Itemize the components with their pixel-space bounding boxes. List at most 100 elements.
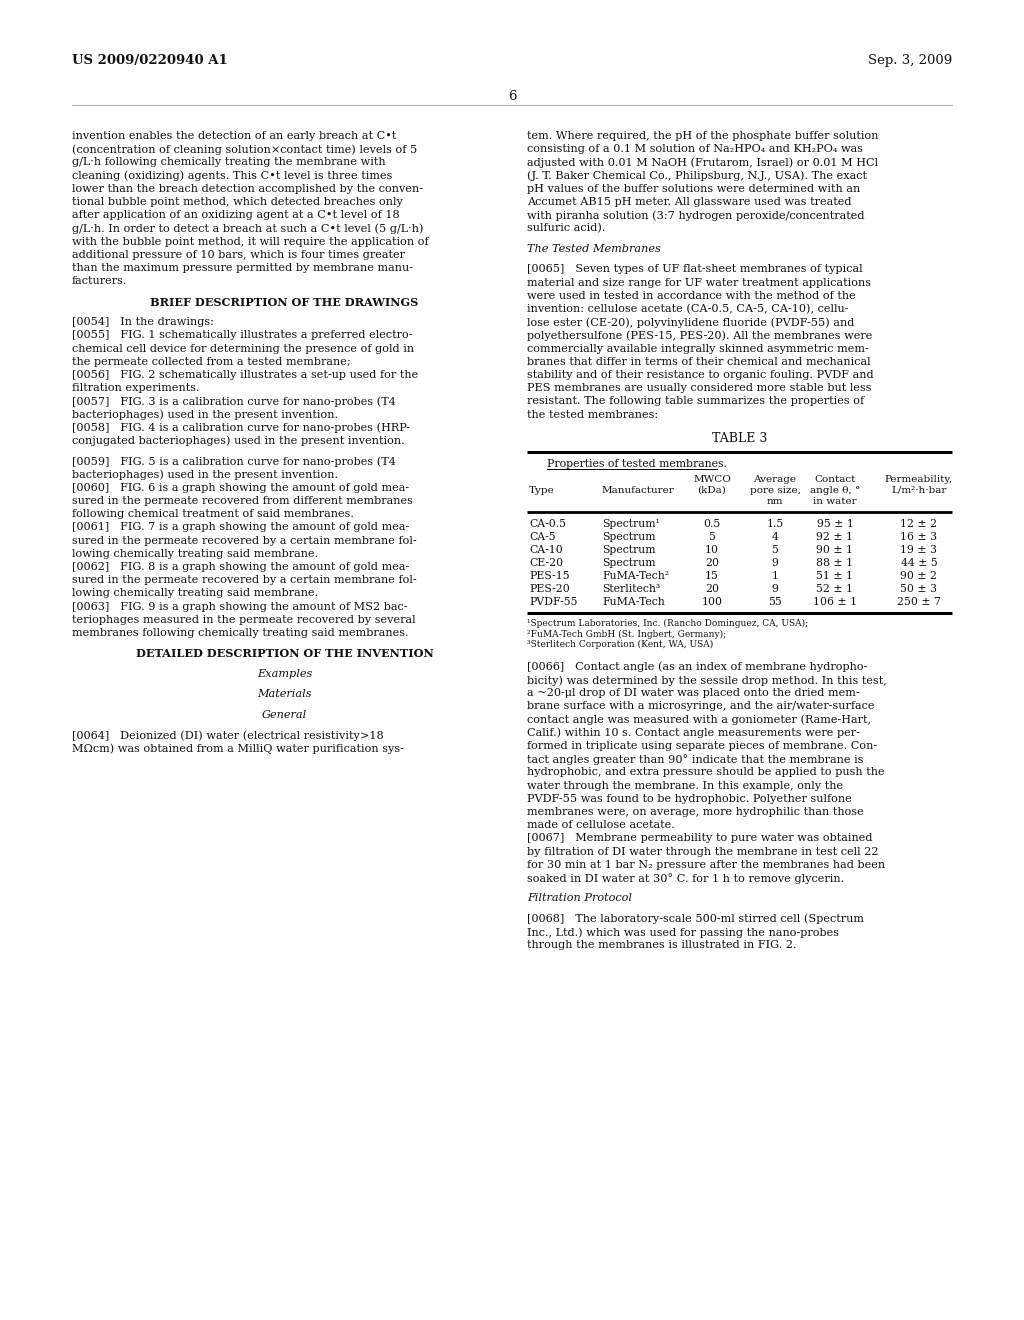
Text: Filtration Protocol: Filtration Protocol	[527, 894, 632, 903]
Text: sulfuric acid).: sulfuric acid).	[527, 223, 605, 234]
Text: 12 ± 2: 12 ± 2	[900, 519, 938, 529]
Text: 0.5: 0.5	[703, 519, 721, 529]
Text: invention: cellulose acetate (CA-0.5, CA-5, CA-10), cellu-: invention: cellulose acetate (CA-0.5, CA…	[527, 304, 849, 314]
Text: CA-0.5: CA-0.5	[529, 519, 566, 529]
Text: L/m²·h·bar: L/m²·h·bar	[891, 486, 946, 495]
Text: [0068]   The laboratory-scale 500-ml stirred cell (Spectrum: [0068] The laboratory-scale 500-ml stirr…	[527, 913, 864, 924]
Text: [0060]   FIG. 6 is a graph showing the amount of gold mea-: [0060] FIG. 6 is a graph showing the amo…	[72, 483, 410, 492]
Text: soaked in DI water at 30° C. for 1 h to remove glycerin.: soaked in DI water at 30° C. for 1 h to …	[527, 873, 844, 884]
Text: hydrophobic, and extra pressure should be applied to push the: hydrophobic, and extra pressure should b…	[527, 767, 885, 777]
Text: lower than the breach detection accomplished by the conven-: lower than the breach detection accompli…	[72, 183, 423, 194]
Text: were used in tested in accordance with the method of the: were used in tested in accordance with t…	[527, 290, 856, 301]
Text: Sep. 3, 2009: Sep. 3, 2009	[867, 54, 952, 67]
Text: [0054]   In the drawings:: [0054] In the drawings:	[72, 317, 214, 327]
Text: g/L·h. In order to detect a breach at such a C•t level (5 g/L·h): g/L·h. In order to detect a breach at su…	[72, 223, 424, 234]
Text: stability and of their resistance to organic fouling. PVDF and: stability and of their resistance to org…	[527, 370, 873, 380]
Text: material and size range for UF water treatment applications: material and size range for UF water tre…	[527, 277, 871, 288]
Text: by filtration of DI water through the membrane in test cell 22: by filtration of DI water through the me…	[527, 846, 879, 857]
Text: the tested membranes:: the tested membranes:	[527, 409, 658, 420]
Text: 51 ± 1: 51 ± 1	[816, 572, 853, 581]
Text: through the membranes is illustrated in FIG. 2.: through the membranes is illustrated in …	[527, 940, 797, 950]
Text: for 30 min at 1 bar N₂ pressure after the membranes had been: for 30 min at 1 bar N₂ pressure after th…	[527, 859, 885, 870]
Text: nm: nm	[767, 496, 783, 506]
Text: 90 ± 1: 90 ± 1	[816, 545, 853, 554]
Text: the permeate collected from a tested membrane;: the permeate collected from a tested mem…	[72, 356, 351, 367]
Text: 1.5: 1.5	[766, 519, 783, 529]
Text: sured in the permeate recovered by a certain membrane fol-: sured in the permeate recovered by a cer…	[72, 536, 417, 545]
Text: 9: 9	[771, 558, 778, 568]
Text: tional bubble point method, which detected breaches only: tional bubble point method, which detect…	[72, 197, 402, 207]
Text: [0064]   Deionized (DI) water (electrical resistivity>18: [0064] Deionized (DI) water (electrical …	[72, 730, 384, 741]
Text: 250 ± 7: 250 ± 7	[897, 597, 941, 607]
Text: membranes following chemically treating said membranes.: membranes following chemically treating …	[72, 628, 409, 638]
Text: (concentration of cleaning solution×contact time) levels of 5: (concentration of cleaning solution×cont…	[72, 144, 417, 154]
Text: 5: 5	[709, 532, 716, 543]
Text: PES-20: PES-20	[529, 583, 569, 594]
Text: 1: 1	[771, 572, 778, 581]
Text: Calif.) within 10 s. Contact angle measurements were per-: Calif.) within 10 s. Contact angle measu…	[527, 727, 860, 738]
Text: MWCO: MWCO	[693, 475, 731, 484]
Text: bacteriophages) used in the present invention.: bacteriophages) used in the present inve…	[72, 409, 338, 420]
Text: CA-5: CA-5	[529, 532, 556, 543]
Text: contact angle was measured with a goniometer (Rame-Hart,: contact angle was measured with a goniom…	[527, 714, 871, 725]
Text: 50 ± 3: 50 ± 3	[900, 583, 938, 594]
Text: [0056]   FIG. 2 schematically illustrates a set-up used for the: [0056] FIG. 2 schematically illustrates …	[72, 370, 418, 380]
Text: Spectrum¹: Spectrum¹	[602, 519, 659, 529]
Text: Examples: Examples	[257, 669, 312, 678]
Text: angle θ, °: angle θ, °	[810, 486, 860, 495]
Text: General: General	[262, 710, 307, 719]
Text: lowing chemically treating said membrane.: lowing chemically treating said membrane…	[72, 549, 318, 558]
Text: in water: in water	[813, 496, 857, 506]
Text: polyethersulfone (PES-15, PES-20). All the membranes were: polyethersulfone (PES-15, PES-20). All t…	[527, 330, 872, 341]
Text: cleaning (oxidizing) agents. This C•t level is three times: cleaning (oxidizing) agents. This C•t le…	[72, 170, 392, 181]
Text: 52 ± 1: 52 ± 1	[816, 583, 853, 594]
Text: US 2009/0220940 A1: US 2009/0220940 A1	[72, 54, 227, 67]
Text: g/L·h following chemically treating the membrane with: g/L·h following chemically treating the …	[72, 157, 386, 168]
Text: Spectrum: Spectrum	[602, 532, 655, 543]
Text: Accumet AB15 pH meter. All glassware used was treated: Accumet AB15 pH meter. All glassware use…	[527, 197, 852, 207]
Text: ³Sterlitech Corporation (Kent, WA, USA): ³Sterlitech Corporation (Kent, WA, USA)	[527, 640, 714, 649]
Text: Spectrum: Spectrum	[602, 558, 655, 568]
Text: adjusted with 0.01 M NaOH (Frutarom, Israel) or 0.01 M HCl: adjusted with 0.01 M NaOH (Frutarom, Isr…	[527, 157, 879, 168]
Text: [0067]   Membrane permeability to pure water was obtained: [0067] Membrane permeability to pure wat…	[527, 833, 872, 843]
Text: [0062]   FIG. 8 is a graph showing the amount of gold mea-: [0062] FIG. 8 is a graph showing the amo…	[72, 562, 410, 572]
Text: PES membranes are usually considered more stable but less: PES membranes are usually considered mor…	[527, 383, 871, 393]
Text: [0063]   FIG. 9 is a graph showing the amount of MS2 bac-: [0063] FIG. 9 is a graph showing the amo…	[72, 602, 408, 611]
Text: filtration experiments.: filtration experiments.	[72, 383, 200, 393]
Text: 90 ± 2: 90 ± 2	[900, 572, 938, 581]
Text: [0058]   FIG. 4 is a calibration curve for nano-probes (HRP-: [0058] FIG. 4 is a calibration curve for…	[72, 422, 410, 433]
Text: lose ester (CE-20), polyvinylidene fluoride (PVDF-55) and: lose ester (CE-20), polyvinylidene fluor…	[527, 317, 854, 327]
Text: brane surface with a microsyringe, and the air/water-surface: brane surface with a microsyringe, and t…	[527, 701, 874, 711]
Text: pore size,: pore size,	[750, 486, 801, 495]
Text: 10: 10	[705, 545, 719, 554]
Text: 20: 20	[705, 558, 719, 568]
Text: [0066]   Contact angle (as an index of membrane hydropho-: [0066] Contact angle (as an index of mem…	[527, 661, 867, 672]
Text: resistant. The following table summarizes the properties of: resistant. The following table summarize…	[527, 396, 864, 407]
Text: [0059]   FIG. 5 is a calibration curve for nano-probes (T4: [0059] FIG. 5 is a calibration curve for…	[72, 457, 396, 467]
Text: 100: 100	[701, 597, 723, 607]
Text: CA-10: CA-10	[529, 545, 563, 554]
Text: pH values of the buffer solutions were determined with an: pH values of the buffer solutions were d…	[527, 183, 860, 194]
Text: tact angles greater than 90° indicate that the membrane is: tact angles greater than 90° indicate th…	[527, 754, 863, 766]
Text: 92 ± 1: 92 ± 1	[816, 532, 853, 543]
Text: Manufacturer: Manufacturer	[602, 486, 675, 495]
Text: PVDF-55: PVDF-55	[529, 597, 578, 607]
Text: teriophages measured in the permeate recovered by several: teriophages measured in the permeate rec…	[72, 615, 416, 624]
Text: 19 ± 3: 19 ± 3	[900, 545, 938, 554]
Text: 15: 15	[706, 572, 719, 581]
Text: 44 ± 5: 44 ± 5	[901, 558, 937, 568]
Text: 6: 6	[508, 90, 516, 103]
Text: consisting of a 0.1 M solution of Na₂HPO₄ and KH₂PO₄ was: consisting of a 0.1 M solution of Na₂HPO…	[527, 144, 863, 154]
Text: 4: 4	[771, 532, 778, 543]
Text: DETAILED DESCRIPTION OF THE INVENTION: DETAILED DESCRIPTION OF THE INVENTION	[135, 648, 433, 660]
Text: membranes were, on average, more hydrophilic than those: membranes were, on average, more hydroph…	[527, 807, 864, 817]
Text: (J. T. Baker Chemical Co., Philipsburg, N.J., USA). The exact: (J. T. Baker Chemical Co., Philipsburg, …	[527, 170, 867, 181]
Text: sured in the permeate recovered by a certain membrane fol-: sured in the permeate recovered by a cer…	[72, 576, 417, 585]
Text: CE-20: CE-20	[529, 558, 563, 568]
Text: made of cellulose acetate.: made of cellulose acetate.	[527, 820, 675, 830]
Text: following chemical treatment of said membranes.: following chemical treatment of said mem…	[72, 510, 354, 519]
Text: 20: 20	[705, 583, 719, 594]
Text: The Tested Membranes: The Tested Membranes	[527, 244, 660, 253]
Text: PVDF-55 was found to be hydrophobic. Polyether sulfone: PVDF-55 was found to be hydrophobic. Pol…	[527, 793, 852, 804]
Text: 55: 55	[768, 597, 782, 607]
